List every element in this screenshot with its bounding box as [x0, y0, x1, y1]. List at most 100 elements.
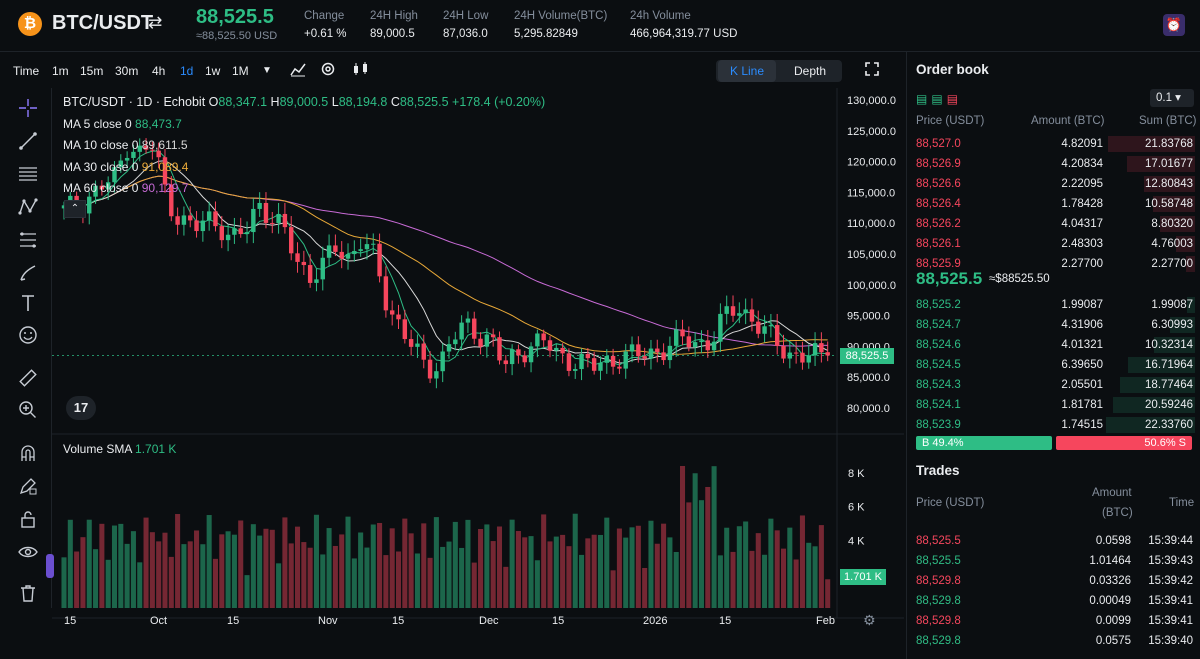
trash-icon[interactable] [17, 583, 39, 605]
candle-body [623, 351, 628, 369]
volume-bar [288, 543, 294, 608]
emoji-icon[interactable] [17, 325, 39, 347]
volume-bar [370, 524, 376, 608]
horizontal-lines-icon[interactable] [17, 164, 39, 186]
price-tick-label: 80,000.0 [847, 403, 890, 415]
pattern-tool-icon[interactable] [17, 197, 39, 219]
text-tool-icon[interactable] [17, 293, 39, 315]
pair-selector[interactable]: BTC/USDT [52, 12, 154, 34]
candle-body [573, 369, 578, 371]
orderbook-row[interactable]: 88,525.9 2.27700 2.27700 [907, 255, 1200, 273]
orderbook-row[interactable]: 88,524.5 6.39650 16.71964 [907, 356, 1200, 374]
volume-bar [680, 465, 686, 608]
candle-body [465, 318, 471, 323]
tab-kline[interactable]: K Line [718, 60, 776, 82]
candle-body [427, 359, 433, 379]
ohlc-c-label: C [390, 95, 400, 109]
candle-body [402, 319, 408, 340]
ruler-icon[interactable] [17, 368, 39, 390]
view-both-icon[interactable]: ▤ [916, 92, 932, 106]
volume-bar [459, 547, 465, 608]
candle-body [396, 314, 401, 320]
settings-gear-icon[interactable] [320, 61, 336, 80]
last-price: 88,525.5 [196, 6, 274, 28]
interval-1d[interactable]: 1d [180, 64, 194, 78]
orderbook-row[interactable]: 88,525.2 1.99087 1.99087 [907, 296, 1200, 314]
orderbook-row[interactable]: 88,527.0 4.82091 21.83768 [907, 135, 1200, 153]
candle-body [131, 151, 136, 158]
orderbook-row[interactable]: 88,524.6 4.01321 10.32314 [907, 336, 1200, 354]
candle-type-icon[interactable] [352, 61, 370, 80]
volume-bar [276, 563, 282, 608]
tab-depth[interactable]: Depth [793, 64, 827, 78]
orderbook-row[interactable]: 88,523.9 1.74515 22.33760 [907, 416, 1200, 434]
more-intervals-caret-icon[interactable]: ▼ [262, 65, 272, 76]
volume-bar [623, 537, 629, 608]
orderbook-row[interactable]: 88,526.6 2.22095 12.80843 [907, 175, 1200, 193]
pencil-lock-icon[interactable] [17, 476, 39, 498]
volume-bar [225, 531, 231, 608]
interval-30m[interactable]: 30m [115, 64, 139, 78]
volume-bar [377, 522, 383, 608]
row-price: 88,524.3 [916, 379, 961, 391]
magnet-icon[interactable] [17, 443, 39, 465]
candle-body [440, 351, 445, 372]
ohlc-open: 88,347.1 [218, 95, 268, 109]
interval-15m[interactable]: 15m [80, 64, 104, 78]
view-bids-icon[interactable]: ▤ [931, 92, 947, 106]
candle-body [472, 318, 477, 339]
orderbook-row[interactable]: 88,526.2 4.04317 8.80320 [907, 215, 1200, 233]
interval-4h[interactable]: 4h [152, 64, 166, 78]
lock-icon[interactable] [17, 509, 39, 531]
eye-icon[interactable] [17, 542, 39, 564]
view-asks-icon[interactable]: ▤ [946, 92, 963, 106]
volume-bar [446, 541, 452, 608]
orderbook-row[interactable]: 88,526.9 4.20834 17.01677 [907, 155, 1200, 173]
candle-body [478, 338, 483, 347]
stat-value: +0.61 % [304, 28, 347, 40]
brush-icon[interactable] [17, 263, 39, 285]
candle-body [686, 336, 692, 348]
orderbook-row[interactable]: 88,524.3 2.05501 18.77464 [907, 376, 1200, 394]
fib-tool-icon[interactable] [17, 230, 39, 252]
orderbook-row[interactable]: 88,524.7 4.31906 6.30993 [907, 316, 1200, 334]
row-sum: 10.58748 [1145, 198, 1193, 210]
row-sum: 16.71964 [1145, 359, 1193, 371]
volume-bar [93, 549, 99, 608]
chart-settings-gear-icon[interactable]: ⚙ [863, 612, 876, 628]
indicators-icon[interactable] [290, 61, 306, 80]
collapse-toolbar-handle[interactable] [46, 554, 54, 578]
orderbook-row[interactable]: 88,524.1 1.81781 20.59246 [907, 396, 1200, 414]
volume-bar [118, 523, 124, 608]
candle-body [718, 313, 723, 342]
volume-bar [143, 517, 149, 608]
collapse-legend-icon[interactable]: ⌃ [64, 200, 86, 218]
row-amount: 4.20834 [1061, 158, 1103, 170]
candle-body [352, 250, 357, 255]
candle-body [453, 339, 458, 345]
alarm-clock-icon[interactable]: ⏰ [1163, 14, 1185, 36]
candle-body [118, 160, 124, 168]
precision-select[interactable]: 0.1 ▾ [1150, 89, 1194, 107]
interval-1w[interactable]: 1w [205, 64, 221, 78]
candle-body [225, 234, 231, 241]
candle-body [257, 202, 262, 209]
candle-body [200, 220, 206, 232]
orderbook-row[interactable]: 88,526.4 1.78428 10.58748 [907, 195, 1200, 213]
interval-1M[interactable]: 1M [232, 64, 249, 78]
time-label[interactable]: Time [13, 64, 40, 78]
orderbook-row[interactable]: 88,526.1 2.48303 4.76003 [907, 235, 1200, 253]
trend-line-icon[interactable] [17, 131, 39, 153]
candle-body [490, 334, 496, 338]
price-chart[interactable]: 130,000.0 125,000.0 120,000.0 115,000.0 110,… [52, 88, 904, 640]
volume-bar [579, 554, 585, 608]
volume-bar [282, 517, 288, 608]
volume-bar [509, 519, 515, 608]
zoom-in-icon[interactable] [17, 400, 39, 422]
crosshair-icon[interactable] [17, 98, 39, 120]
depth-bar [1144, 176, 1195, 192]
swap-arrows-icon[interactable]: ⇄ [148, 13, 163, 32]
interval-1m[interactable]: 1m [52, 64, 69, 78]
fullscreen-icon[interactable] [864, 61, 880, 80]
candle-body [188, 215, 193, 221]
